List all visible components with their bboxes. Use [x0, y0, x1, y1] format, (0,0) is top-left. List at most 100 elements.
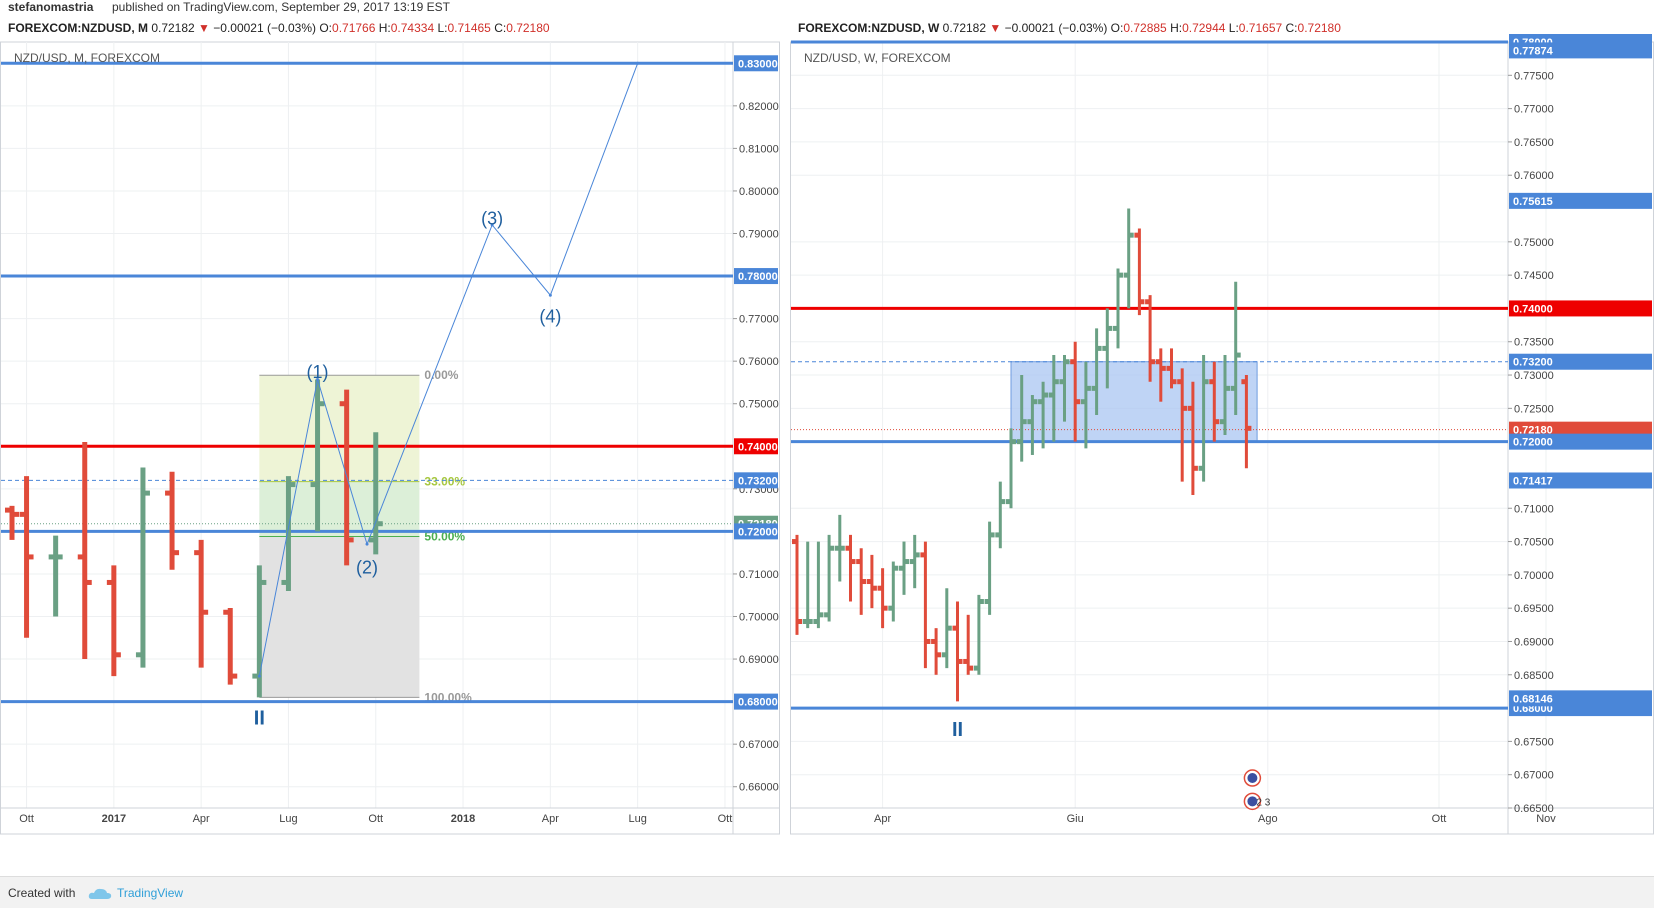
fib-level-label: 0.00% — [424, 368, 458, 382]
ohlc-bar[interactable] — [1166, 348, 1177, 389]
weekly-chart-panel[interactable]: FOREXCOM:NZDUSD, W 0.72182 ▼ −0.00021 (−… — [790, 21, 1654, 874]
ohlc-bar[interactable] — [1220, 355, 1230, 435]
tradingview-brand-link[interactable]: TradingView — [117, 886, 184, 900]
ohlc-bar[interactable] — [973, 594, 984, 675]
ohlc-bar[interactable] — [813, 541, 824, 629]
wave-label: II — [254, 708, 265, 730]
wave-label: (3) — [481, 209, 503, 229]
time-tick-label: Ott — [19, 813, 34, 825]
ohlc-bar[interactable] — [1038, 381, 1049, 449]
ohlc-bar[interactable] — [963, 614, 974, 675]
ohlc-bar[interactable] — [1230, 281, 1241, 416]
price-tick-label: 0.67000 — [1514, 770, 1554, 782]
ohlc-bar[interactable] — [1006, 428, 1016, 509]
ohlc-bar[interactable] — [995, 481, 1006, 549]
symbol-info-part: 0.74334 — [391, 22, 438, 35]
ohlc-bar[interactable] — [135, 467, 150, 668]
ohlc-bar[interactable] — [877, 568, 888, 629]
ohlc-bar[interactable] — [1198, 355, 1209, 482]
ohlc-bar[interactable] — [1102, 308, 1113, 389]
ohlc-bar[interactable] — [165, 471, 180, 570]
ohlc-bar[interactable] — [19, 476, 34, 638]
author-name[interactable]: stefanomastria — [8, 0, 94, 14]
price-tick-label: 0.75000 — [1514, 237, 1554, 249]
price-label-text: 0.74000 — [738, 441, 778, 453]
ohlc-bar[interactable] — [845, 534, 856, 602]
ohlc-bar[interactable] — [223, 607, 238, 685]
ohlc-bar[interactable] — [1123, 208, 1134, 309]
price-label-text: 0.68146 — [1513, 693, 1553, 705]
created-with-label: Created with — [8, 886, 76, 900]
ohlc-bar[interactable] — [1070, 341, 1081, 442]
symbol-info-part: ▼ — [989, 22, 1004, 35]
time-tick-label: 2018 — [451, 813, 475, 825]
time-tick-label: Lug — [628, 813, 646, 825]
symbol-info-part: 0.71465 — [447, 22, 494, 35]
symbol-info-part: FOREXCOM:NZDUSD, M — [8, 22, 151, 35]
ohlc-bar[interactable] — [899, 541, 909, 595]
ohlc-bar[interactable] — [1134, 228, 1145, 316]
ohlc-bar[interactable] — [281, 476, 296, 591]
time-tick-label: Apr — [874, 813, 891, 825]
ohlc-bar[interactable] — [1080, 361, 1091, 449]
price-label-tag — [1509, 472, 1652, 489]
chart-title: NZD/USD, W, FOREXCOM — [804, 51, 951, 65]
ohlc-bar[interactable] — [802, 541, 813, 629]
symbol-info-part: L: — [1229, 22, 1239, 35]
fib-zone-33-50 — [259, 481, 420, 537]
ohlc-bar[interactable] — [310, 379, 325, 532]
symbol-info-part: C: — [1286, 22, 1298, 35]
ohlc-bar[interactable] — [1016, 375, 1027, 462]
ohlc-bar[interactable] — [1059, 355, 1070, 422]
weekly-chart[interactable]: FOREXCOM:NZDUSD, W 0.72182 ▼ −0.00021 (−… — [790, 21, 1654, 874]
ohlc-bar[interactable] — [1177, 368, 1188, 482]
fib-zone-50-100 — [259, 536, 420, 698]
publish-header: stefanomastria published on TradingView.… — [0, 0, 1654, 14]
ohlc-bar[interactable] — [941, 588, 952, 669]
symbol-info-part: O: — [1111, 22, 1124, 35]
monthly-chart[interactable]: FOREXCOM:NZDUSD, M 0.72182 ▼ −0.00021 (−… — [0, 21, 780, 874]
ohlc-bar[interactable] — [834, 514, 845, 582]
ohlc-bar[interactable] — [866, 554, 877, 609]
ohlc-bar[interactable] — [368, 432, 383, 555]
ohlc-bar[interactable] — [1145, 295, 1156, 382]
ohlc-bar[interactable] — [194, 539, 209, 668]
ohlc-bar[interactable] — [77, 442, 92, 660]
ohlc-bar[interactable] — [909, 534, 920, 589]
ohlc-bar[interactable] — [920, 541, 931, 669]
ohlc-bar[interactable] — [1187, 381, 1198, 495]
ohlc-bar[interactable] — [5, 505, 19, 540]
ohlc-bar[interactable] — [984, 521, 995, 615]
ohlc-bar[interactable] — [1241, 375, 1252, 469]
symbol-info-part: 0.72182 — [151, 22, 198, 35]
elliott-wave-path[interactable] — [258, 63, 639, 677]
wave-label: (1) — [307, 362, 329, 382]
price-label-tag — [1509, 42, 1652, 59]
ohlc-bar[interactable] — [106, 565, 121, 677]
price-tick-label: 0.73500 — [1514, 337, 1554, 349]
symbol-info-part: −0.00021 (−0.03%) — [213, 22, 319, 35]
ohlc-bar[interactable] — [856, 548, 867, 615]
ohlc-bar[interactable] — [1091, 328, 1102, 416]
ohlc-bar[interactable] — [1113, 268, 1123, 349]
ohlc-bar[interactable] — [48, 535, 63, 617]
ohlc-bar[interactable] — [888, 561, 899, 622]
price-tick-label: 0.73000 — [1514, 370, 1554, 382]
monthly-chart-panel[interactable]: FOREXCOM:NZDUSD, M 0.72182 ▼ −0.00021 (−… — [0, 21, 780, 874]
price-tick-label: 0.76000 — [1514, 170, 1554, 182]
time-tick-label: Ott — [1432, 813, 1447, 825]
price-label-text: 0.74000 — [1513, 303, 1553, 315]
ohlc-bar[interactable] — [931, 628, 942, 675]
ohlc-bar[interactable] — [792, 534, 802, 635]
price-tick-label: 0.67000 — [739, 739, 779, 751]
publish-info: published on TradingView.com, September … — [112, 0, 450, 14]
price-tick-label: 0.69000 — [1514, 636, 1554, 648]
ohlc-bar[interactable] — [952, 601, 963, 702]
ohlc-bar[interactable] — [1209, 361, 1220, 442]
ohlc-bar[interactable] — [1027, 395, 1038, 455]
ohlc-bar[interactable] — [1048, 355, 1059, 442]
ohlc-bar[interactable] — [1155, 348, 1166, 402]
price-label-tag — [1509, 690, 1652, 707]
ohlc-bar[interactable] — [824, 534, 835, 622]
price-tick-label: 0.75000 — [739, 399, 779, 411]
